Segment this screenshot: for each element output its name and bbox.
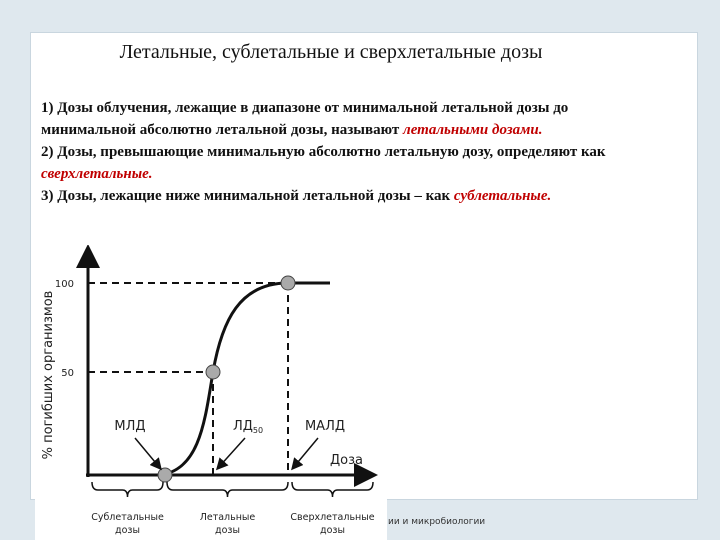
range-brace: [291, 481, 374, 498]
dose-response-diagram: 100 50 % погибших организмов Доза МЛД ЛД5…: [35, 245, 387, 540]
guides: [88, 282, 289, 475]
range-label: Сверхлетальные: [290, 512, 374, 523]
slide-text: 1) Дозы облучения, лежащие в диапазоне о…: [41, 97, 666, 207]
range-label: Сублетальные: [91, 512, 164, 523]
range-label: дозы: [215, 525, 240, 536]
range-label: дозы: [320, 525, 345, 536]
key-points: [157, 275, 296, 483]
pointers: [134, 437, 319, 471]
x-axis-label: Доза: [330, 453, 363, 468]
footer: ии и микробиологии: [388, 517, 486, 527]
point-label-text: МАЛД: [305, 419, 345, 434]
y-tick: 100: [55, 279, 74, 290]
paragraph: 3) Дозы, лежащие ниже минимальной леталь…: [41, 185, 666, 207]
range-brace: [166, 481, 289, 498]
term: сверхлетальные.: [41, 166, 153, 182]
point-label-text: ЛД: [233, 419, 253, 434]
range-brace: [91, 481, 164, 498]
point-label-text: МЛД: [114, 419, 145, 434]
y-tick: 50: [61, 368, 74, 379]
term: сублетальные.: [453, 188, 552, 204]
point-label-subscript: 50: [253, 426, 263, 435]
paragraph: 1) Дозы облучения, лежащие в диапазоне о…: [41, 97, 666, 141]
text-run: 2) Дозы, превышающие минимальную абсолют…: [41, 144, 606, 160]
point-label: МЛД: [114, 419, 145, 434]
y-axis-label: % погибших организмов: [41, 291, 56, 460]
text-run: 3) Дозы, лежащие ниже минимальной леталь…: [41, 188, 454, 204]
range-label: Летальные: [200, 512, 256, 523]
term: летальными дозами.: [403, 122, 543, 138]
point-label: ЛД50: [233, 419, 263, 435]
slide-title: Летальные, сублетальные и сверхлетальные…: [119, 41, 543, 63]
text-run: 1) Дозы облучения, лежащие в диапазоне о…: [41, 100, 569, 138]
range-label: дозы: [115, 525, 140, 536]
point-label: МАЛД: [305, 419, 345, 434]
paragraph: 2) Дозы, превышающие минимальную абсолют…: [41, 141, 666, 185]
